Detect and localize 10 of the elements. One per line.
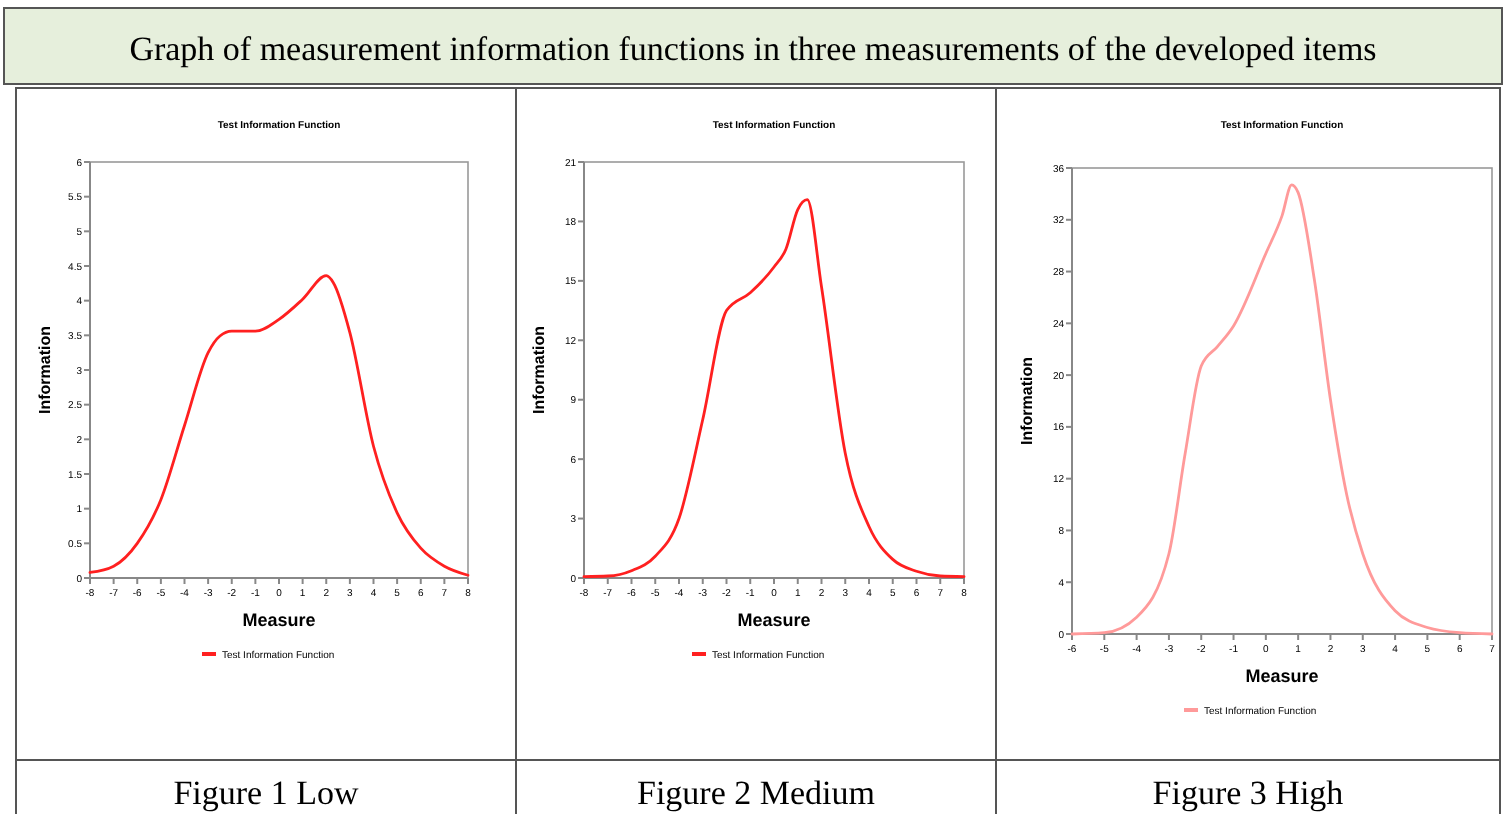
- text: Graph of measurement information functions in three measurements of the developed items: [129, 30, 1377, 68]
- x-axis-title: Measure: [242, 610, 316, 630]
- y-axis-title: Information: [1018, 356, 1036, 445]
- x-axis-title: Measure: [1245, 666, 1319, 686]
- caption: Figure 3 High: [1152, 774, 1345, 812]
- y-axis-title: Information: [530, 325, 548, 414]
- x-axis-title: Measure: [737, 610, 811, 630]
- caption: Figure 2 Medium: [637, 774, 875, 812]
- caption: Figure 1 Low: [173, 774, 360, 812]
- y-axis-title: Information: [36, 325, 54, 414]
